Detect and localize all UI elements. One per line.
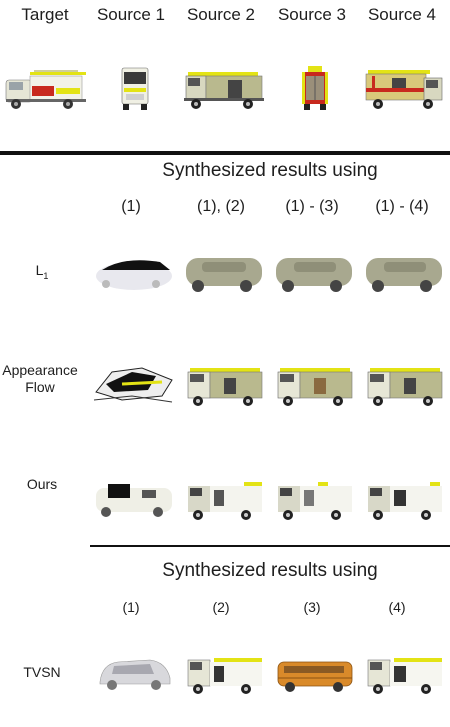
source-1-truck-image	[121, 67, 149, 110]
l1-result-4	[366, 258, 442, 292]
source-4-truck-image	[365, 70, 443, 109]
top-divider	[0, 151, 450, 155]
tvsn-subhead-2: (2)	[212, 599, 230, 615]
tvsn-subhead-1: (1)	[122, 599, 140, 615]
appearance-flow-result-3	[277, 368, 353, 406]
subhead-2: (1), (2)	[197, 198, 245, 215]
source-2-truck-image	[184, 72, 264, 109]
tvsn-result-2	[187, 658, 262, 694]
col-header-source-2: Source 2	[186, 5, 256, 24]
tvsn-result-3	[277, 661, 353, 692]
ours-result-3	[278, 482, 352, 520]
row-label-tvsn: TVSN	[23, 664, 61, 680]
ours-result-2	[188, 482, 262, 520]
row-label-appearance-flow-line-2: Flow	[25, 379, 55, 395]
appearance-flow-result-2	[187, 368, 263, 406]
col-header-source-4: Source 4	[367, 5, 437, 24]
col-header-target: Target	[21, 5, 69, 24]
row-label-l1-main: L	[35, 262, 44, 278]
l1-result-2	[186, 258, 262, 292]
source-3-truck-image	[302, 66, 328, 110]
ours-result-1	[96, 484, 172, 517]
appearance-flow-result-1	[93, 367, 173, 403]
tvsn-subhead-4: (4)	[388, 599, 406, 615]
section-2-divider	[90, 545, 450, 547]
row-label-appearance-flow: Appearance Flow	[0, 362, 80, 396]
section-2-title: Synthesized results using	[162, 560, 378, 581]
tvsn-subhead-3: (3)	[303, 599, 321, 615]
subhead-1: (1)	[121, 198, 141, 215]
col-header-source-1: Source 1	[96, 5, 166, 24]
row-label-l1: L1	[2, 262, 82, 285]
subhead-4: (1) - (4)	[375, 198, 429, 215]
subhead-3: (1) - (3)	[285, 198, 339, 215]
tvsn-result-1	[99, 659, 171, 690]
section-1-title: Synthesized results using	[162, 160, 378, 181]
l1-result-1	[96, 260, 172, 290]
row-label-l1-subscript: 1	[43, 270, 49, 281]
row-label-ours: Ours	[26, 476, 58, 492]
target-truck-image	[5, 70, 86, 109]
l1-result-3	[276, 258, 352, 292]
row-label-appearance-flow-line-1: Appearance	[2, 362, 78, 378]
appearance-flow-result-4	[367, 368, 443, 406]
ours-result-4	[368, 482, 442, 520]
col-header-source-3: Source 3	[277, 5, 347, 24]
tvsn-result-4	[367, 658, 442, 694]
